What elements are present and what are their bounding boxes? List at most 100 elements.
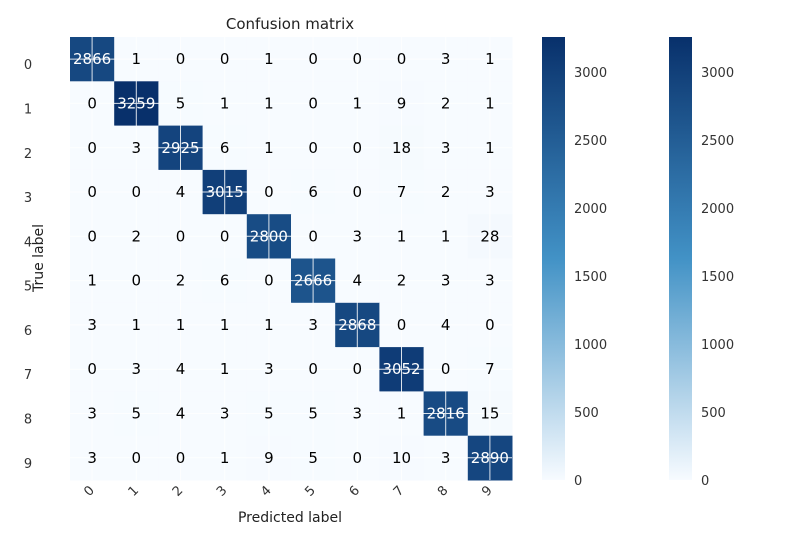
cell-value-label: 5 — [308, 405, 318, 423]
cell-value-label: 3 — [308, 316, 318, 334]
cell-value-label: 0 — [264, 183, 274, 201]
cell-value-label: 6 — [220, 272, 230, 290]
colorbars: 0 500 1000 1500 2000 2500 3000 0 500 1000 1500 2000… — [542, 37, 734, 489]
cell-value-label: 0 — [220, 50, 230, 68]
cell-value-label: 5 — [308, 449, 318, 467]
cell-value-label: 2 — [176, 272, 186, 290]
colorbar-tick-label: 1500 — [701, 270, 734, 285]
cell-value-label: 0 — [87, 139, 97, 157]
cell-value-label: 1 — [220, 449, 230, 467]
cell-value-label: 0 — [176, 50, 186, 68]
cell-value-label: 5 — [132, 405, 142, 423]
cell-value-label: 0 — [353, 50, 363, 68]
colorbar-tick-label: 2000 — [701, 202, 734, 217]
colorbar-tick-label: 0 — [574, 474, 582, 489]
cell-value-label: 0 — [176, 449, 186, 467]
cell-value-label: 2 — [441, 94, 451, 112]
cell-value-label: 0 — [397, 316, 407, 334]
cell-value-label: 3259 — [117, 94, 155, 112]
cell-value-label: 2868 — [338, 316, 376, 334]
x-tick-label: 3 — [214, 483, 230, 499]
cell-value-label: 1 — [176, 316, 186, 334]
x-axis-label: Predicted label — [238, 510, 342, 526]
cell-value-label: 0 — [308, 94, 318, 112]
cell-value-label: 9 — [264, 449, 274, 467]
cell-value-label: 1 — [264, 316, 274, 334]
x-tick-label: 4 — [258, 483, 274, 499]
colorbar-tick-label: 1000 — [701, 338, 734, 353]
cell-value-labels: 2866 1 0 0 1 0 0 0 3 10 3259 5 1 1 0 1 9 2 10 3 2925 6 1 0 0 18 3 1… — [73, 50, 509, 467]
cell-value-label: 1 — [264, 94, 274, 112]
colorbar-tick-label: 500 — [701, 406, 726, 421]
cell-value-label: 3 — [264, 360, 274, 378]
colorbar-tick-label: 3000 — [701, 66, 734, 81]
cell-value-label: 3 — [132, 360, 142, 378]
cell-value-label: 3 — [87, 405, 97, 423]
y-tick-labels: 0 1 2 3 4 5 6 7 8 9 — [24, 58, 32, 472]
cell-value-label: 18 — [392, 139, 411, 157]
cell-value-label: 3 — [220, 405, 230, 423]
y-tick-label: 9 — [24, 457, 32, 472]
y-tick-label: 8 — [24, 413, 32, 428]
cell-value-label: 2 — [397, 272, 407, 290]
cell-value-label: 28 — [480, 227, 499, 245]
cell-value-label: 1 — [485, 94, 495, 112]
x-tick-label: 9 — [479, 483, 495, 499]
cell-value-label: 2666 — [294, 272, 332, 290]
x-tick-labels: 0 1 2 3 4 5 6 7 8 9 — [81, 483, 495, 499]
colorbar-tick-label: 2500 — [574, 134, 607, 149]
cell-value-label: 3 — [485, 272, 495, 290]
cell-value-label: 2 — [441, 183, 451, 201]
cell-value-label: 3 — [353, 405, 363, 423]
cell-value-label: 3 — [441, 272, 451, 290]
cell-value-label: 1 — [264, 50, 274, 68]
cell-value-label: 0 — [220, 227, 230, 245]
cell-value-label: 0 — [441, 360, 451, 378]
cell-value-label: 5 — [264, 405, 274, 423]
y-axis-label: True label — [31, 224, 47, 293]
x-tick-label: 6 — [347, 483, 363, 499]
y-tick-label: 2 — [24, 147, 32, 162]
cell-value-label: 2800 — [250, 227, 288, 245]
cell-value-label: 0 — [353, 360, 363, 378]
cell-value-label: 1 — [132, 316, 142, 334]
cell-value-label: 7 — [397, 183, 407, 201]
cell-value-label: 4 — [441, 316, 451, 334]
colorbar-tick-label: 500 — [574, 406, 599, 421]
colorbar-1 — [542, 37, 565, 480]
cell-value-label: 0 — [87, 360, 97, 378]
cell-value-label: 0 — [353, 183, 363, 201]
cell-value-label: 1 — [441, 227, 451, 245]
cell-value-label: 0 — [308, 139, 318, 157]
colorbar-tick-label: 3000 — [574, 66, 607, 81]
chart-title: Confusion matrix — [226, 15, 354, 33]
colorbar-2 — [669, 37, 692, 480]
x-tick-label: 1 — [126, 483, 142, 499]
cell-value-label: 0 — [87, 94, 97, 112]
cell-value-label: 1 — [397, 227, 407, 245]
cell-value-label: 4 — [176, 183, 186, 201]
heatmap-cells — [70, 37, 513, 481]
cell-value-label: 2925 — [161, 139, 199, 157]
cell-value-label: 0 — [132, 272, 142, 290]
cell-value-label: 0 — [132, 183, 142, 201]
x-tick-label: 2 — [170, 483, 186, 499]
colorbar-tick-label: 2500 — [701, 134, 734, 149]
cell-value-label: 4 — [353, 272, 363, 290]
colorbar-tick-label: 1500 — [574, 270, 607, 285]
colorbar-tick-label: 1000 — [574, 338, 607, 353]
cell-value-label: 3 — [441, 449, 451, 467]
cell-value-label: 0 — [87, 227, 97, 245]
cell-value-label: 3052 — [382, 360, 420, 378]
cell-value-label: 0 — [308, 227, 318, 245]
cell-value-label: 2890 — [471, 449, 509, 467]
cell-value-label: 0 — [132, 449, 142, 467]
cell-value-label: 1 — [485, 139, 495, 157]
cell-value-label: 0 — [308, 50, 318, 68]
cell-value-label: 15 — [480, 405, 499, 423]
cell-value-label: 3 — [441, 139, 451, 157]
cell-value-label: 0 — [264, 272, 274, 290]
cell-value-label: 1 — [220, 360, 230, 378]
grid-lines — [70, 37, 512, 480]
